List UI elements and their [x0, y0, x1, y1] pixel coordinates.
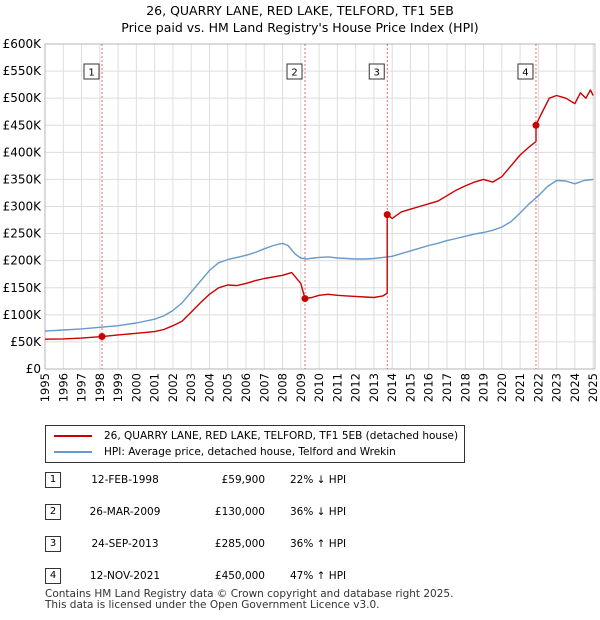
hpi-series-line: [44, 178, 594, 332]
x-tick-label: 2014: [385, 373, 399, 402]
sale-point: [301, 295, 309, 303]
marker-box: [517, 63, 534, 80]
y-tick-label: £350K: [3, 172, 43, 186]
x-tick-label: 2006: [239, 373, 253, 402]
transaction-price: £285,000: [214, 538, 265, 550]
price-series-line: [44, 89, 594, 340]
transaction-row: 2 26-MAR-2009 £130,000 36% ↓ HPI: [45, 504, 465, 524]
y-tick-label: £400K: [3, 145, 43, 159]
marker-box: [286, 63, 303, 80]
legend-swatch-price: [54, 435, 92, 437]
transaction-hpi: 36% ↑ HPI: [290, 538, 347, 550]
marker-label: 4: [522, 68, 528, 79]
plot-border: [44, 43, 596, 370]
transaction-price: £59,900: [221, 474, 265, 486]
footer-copyright: Contains HM Land Registry data © Crown c…: [45, 588, 454, 600]
footer-licence: This data is licensed under the Open Gov…: [45, 599, 380, 611]
x-tick-label: 2007: [257, 373, 271, 402]
marker-label: 1: [88, 68, 94, 79]
y-tick-label: £450K: [3, 118, 43, 132]
sale-point: [532, 121, 540, 129]
x-tick-label: 2001: [148, 373, 162, 402]
y-tick-label: £250K: [3, 227, 43, 241]
y-tick-label: £50K: [10, 335, 42, 349]
x-tick-label: 2002: [166, 373, 180, 402]
transaction-price: £130,000: [214, 506, 265, 518]
y-tick-label: £300K: [3, 200, 43, 214]
chart-legend: 26, QUARRY LANE, RED LAKE, TELFORD, TF1 …: [45, 425, 465, 463]
x-tick-label: 1996: [56, 373, 70, 402]
footer: Contains HM Land Registry data © Crown c…: [45, 589, 453, 611]
transaction-number: 2: [45, 504, 61, 520]
x-tick-label: 2003: [184, 373, 198, 402]
x-tick-label: 2021: [513, 373, 527, 402]
marker-box: [83, 63, 100, 80]
y-tick-label: £500K: [3, 91, 43, 105]
sale-point: [383, 211, 391, 219]
x-tick-label: 2000: [129, 373, 143, 402]
y-tick-label: £200K: [3, 254, 43, 268]
legend-item-price: 26, QUARRY LANE, RED LAKE, TELFORD, TF1 …: [54, 429, 458, 443]
transaction-hpi: 36% ↓ HPI: [290, 506, 347, 518]
transaction-number: 3: [45, 536, 61, 552]
x-tick-label: 2018: [458, 373, 472, 402]
x-tick-label: 2015: [403, 373, 417, 402]
transaction-date: 24-SEP-2013: [91, 538, 159, 550]
transaction-row: 1 12-FEB-1998 £59,900 22% ↓ HPI: [45, 472, 465, 492]
y-tick-label: £100K: [3, 308, 43, 322]
y-tick-label: £550K: [3, 64, 43, 78]
transaction-row: 4 12-NOV-2021 £450,000 47% ↑ HPI: [45, 568, 465, 588]
x-tick-label: 2005: [221, 373, 235, 402]
x-tick-label: 2023: [550, 373, 564, 402]
sale-point: [98, 333, 106, 341]
y-tick-label: £150K: [3, 281, 43, 295]
x-tick-label: 2016: [422, 373, 436, 402]
marker-box: [368, 63, 385, 80]
transaction-date: 12-NOV-2021: [89, 570, 161, 582]
x-tick-label: 2011: [330, 373, 344, 402]
x-tick-label: 1998: [93, 373, 107, 402]
transaction-hpi: 22% ↓ HPI: [290, 474, 347, 486]
x-tick-label: 2004: [202, 373, 216, 402]
marker-label: 2: [291, 68, 297, 79]
legend-swatch-hpi: [54, 451, 92, 453]
x-tick-label: 1999: [111, 373, 125, 402]
transaction-date: 26-MAR-2009: [89, 506, 161, 518]
transaction-number: 1: [45, 472, 61, 488]
x-tick-label: 1997: [75, 373, 89, 402]
y-tick-label: £0: [26, 362, 41, 376]
transaction-date: 12-FEB-1998: [91, 474, 159, 486]
x-tick-label: 1995: [38, 373, 52, 402]
transaction-price: £450,000: [214, 570, 265, 582]
transaction-hpi: 47% ↑ HPI: [290, 570, 347, 582]
x-tick-label: 2024: [568, 373, 582, 402]
x-tick-label: 2020: [495, 373, 509, 402]
marker-label: 3: [374, 68, 380, 79]
transaction-row: 3 24-SEP-2013 £285,000 36% ↑ HPI: [45, 536, 465, 556]
x-tick-label: 2019: [477, 373, 491, 402]
x-tick-label: 2010: [312, 373, 326, 402]
chart-title: 26, QUARRY LANE, RED LAKE, TELFORD, TF1 …: [146, 3, 454, 18]
x-tick-label: 2022: [531, 373, 545, 402]
legend-label-price: 26, QUARRY LANE, RED LAKE, TELFORD, TF1 …: [104, 430, 459, 442]
x-tick-label: 2012: [349, 373, 363, 402]
transaction-number: 4: [45, 568, 61, 584]
x-tick-label: 2025: [586, 373, 600, 402]
legend-label-hpi: HPI: Average price, detached house, Telf…: [104, 446, 396, 458]
x-tick-label: 2013: [367, 373, 381, 402]
x-tick-label: 2008: [276, 373, 290, 402]
x-tick-label: 2017: [440, 373, 454, 402]
chart-subtitle: Price paid vs. HM Land Registry's House …: [121, 20, 479, 35]
y-tick-label: £600K: [3, 37, 43, 51]
x-tick-label: 2009: [294, 373, 308, 402]
price-chart: £0 £50K £100K £150K £200K £250K £300K £350K £400…: [3, 37, 600, 402]
legend-item-hpi: HPI: Average price, detached house, Telf…: [54, 445, 396, 459]
